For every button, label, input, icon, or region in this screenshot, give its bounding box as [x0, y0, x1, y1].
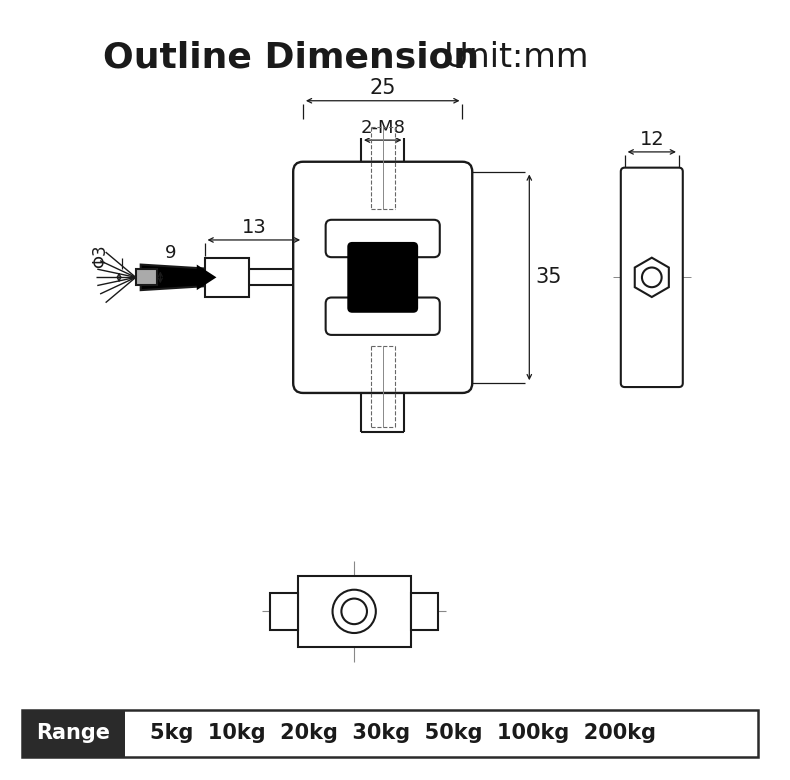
- Bar: [205, 257, 249, 297]
- Text: Φ3: Φ3: [91, 244, 109, 268]
- Polygon shape: [634, 257, 669, 297]
- FancyBboxPatch shape: [621, 168, 683, 387]
- Polygon shape: [141, 264, 205, 290]
- FancyBboxPatch shape: [348, 242, 418, 313]
- FancyBboxPatch shape: [293, 161, 472, 393]
- Text: 12: 12: [639, 130, 664, 149]
- Text: 13: 13: [242, 218, 266, 237]
- Text: 2-M8: 2-M8: [360, 119, 405, 137]
- Text: 25: 25: [370, 78, 396, 98]
- Bar: [270, 593, 298, 630]
- Text: 35: 35: [535, 268, 562, 287]
- Text: 5kg  10kg  20kg  30kg  50kg  100kg  200kg: 5kg 10kg 20kg 30kg 50kg 100kg 200kg: [149, 723, 656, 743]
- Circle shape: [333, 590, 376, 633]
- Bar: [411, 593, 438, 630]
- Bar: [298, 576, 411, 647]
- Text: 9: 9: [164, 244, 176, 262]
- Bar: [21, 710, 758, 757]
- Circle shape: [341, 598, 367, 624]
- Text: Outline Dimension: Outline Dimension: [103, 41, 480, 74]
- Polygon shape: [197, 264, 216, 290]
- Text: Range: Range: [36, 723, 111, 743]
- Bar: [136, 269, 157, 285]
- Text: Unit:mm: Unit:mm: [423, 41, 589, 74]
- FancyBboxPatch shape: [325, 297, 440, 335]
- FancyBboxPatch shape: [325, 220, 440, 257]
- Bar: [21, 710, 125, 757]
- Circle shape: [642, 268, 662, 287]
